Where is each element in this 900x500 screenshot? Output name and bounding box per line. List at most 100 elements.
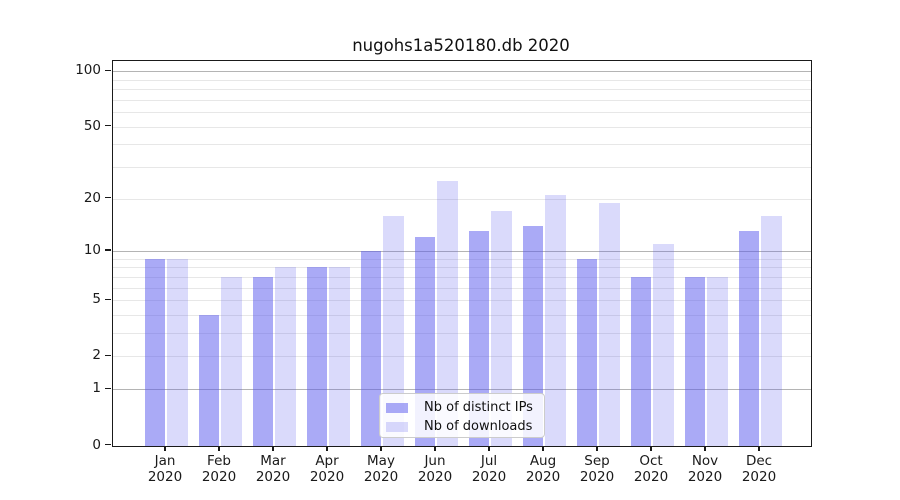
bar-distinct-ips: [522, 225, 543, 446]
x-tick: [218, 445, 220, 452]
y-tick-label: 1: [92, 380, 101, 397]
x-tick-label: May 2020: [351, 453, 411, 485]
x-tick-label: Feb 2020: [189, 453, 249, 485]
legend-item-label: Nb of downloads: [424, 419, 533, 434]
legend-item: Nb of downloads: [386, 417, 544, 436]
x-tick: [326, 445, 328, 452]
x-tick-year: 2020: [471, 469, 507, 485]
x-tick-year: 2020: [687, 469, 723, 485]
x-tick-year: 2020: [633, 469, 669, 485]
legend-swatch-icon: [386, 421, 408, 432]
bar-distinct-ips: [144, 258, 165, 446]
bar-downloads: [491, 211, 512, 446]
bar-downloads: [707, 276, 728, 446]
bar-distinct-ips: [468, 231, 489, 446]
bar-distinct-ips: [738, 231, 759, 446]
bar-distinct-ips: [306, 267, 327, 446]
x-tick-month: Jun: [424, 453, 446, 469]
bar-downloads: [653, 243, 674, 446]
gridline-minor: [113, 356, 811, 358]
x-tick-label: Dec 2020: [729, 453, 789, 485]
bar-distinct-ips: [198, 314, 219, 446]
bar-downloads: [167, 258, 188, 446]
x-tick: [164, 445, 166, 452]
x-tick-year: 2020: [201, 469, 237, 485]
bar-downloads: [437, 181, 458, 446]
y-tick: [104, 249, 111, 251]
y-tick-label: 2: [92, 347, 101, 364]
x-tick-month: Oct: [639, 453, 663, 469]
x-tick-month: Aug: [529, 453, 557, 469]
gridline-minor: [113, 314, 811, 316]
x-tick-year: 2020: [579, 469, 615, 485]
gridline-minor: [113, 198, 811, 200]
gridline-minor: [113, 333, 811, 334]
bar-downloads: [545, 194, 566, 446]
x-tick-year: 2020: [417, 469, 453, 485]
y-tick: [104, 354, 111, 356]
y-tick: [104, 124, 111, 127]
x-tick-month: Feb: [207, 453, 231, 469]
x-tick: [704, 445, 706, 452]
x-tick-label: Sep 2020: [567, 453, 627, 485]
y-tick-label: 0: [92, 436, 101, 453]
y-tick: [104, 196, 111, 199]
gridline-minor: [113, 99, 811, 101]
bar-distinct-ips: [684, 276, 705, 446]
gridline-major: [113, 251, 811, 252]
y-tick: [104, 69, 111, 71]
x-tick: [542, 445, 544, 452]
gridline-minor: [113, 144, 811, 146]
bar-downloads: [275, 267, 296, 446]
x-tick: [488, 445, 490, 452]
gridline-minor: [113, 258, 811, 260]
y-tick: [104, 443, 111, 446]
x-tick: [596, 445, 598, 452]
x-tick: [272, 445, 274, 452]
x-tick-label: Apr 2020: [297, 453, 357, 485]
y-tick-label: 100: [75, 62, 101, 79]
legend: Nb of distinct IPs Nb of downloads: [379, 393, 545, 438]
x-tick: [434, 445, 436, 452]
bar-distinct-ips: [360, 251, 381, 446]
x-tick: [758, 445, 760, 452]
bar-downloads: [599, 202, 620, 446]
x-tick-month: Mar: [260, 453, 286, 469]
x-tick-year: 2020: [741, 469, 777, 485]
bar-distinct-ips: [576, 258, 597, 446]
gridline-minor: [113, 112, 811, 113]
x-tick-label: Jul 2020: [459, 453, 519, 485]
x-tick-month: Jul: [480, 453, 498, 469]
x-tick-label: Jan 2020: [135, 453, 195, 485]
gridline-minor: [113, 267, 811, 269]
gridline-minor: [113, 287, 811, 289]
y-tick-label: 50: [83, 117, 101, 134]
x-tick-year: 2020: [309, 469, 345, 485]
y-tick: [104, 387, 111, 389]
x-tick-year: 2020: [363, 469, 399, 485]
gridline-minor: [113, 276, 811, 278]
gridline-major: [113, 389, 811, 391]
x-tick-label: Nov 2020: [675, 453, 735, 485]
gridline-minor: [113, 300, 811, 302]
bar-downloads: [329, 267, 350, 446]
chart-title: nugohs1a520180.db 2020: [352, 36, 570, 55]
legend-swatch-icon: [386, 402, 408, 413]
plot-area: Nb of distinct IPs Nb of downloads: [112, 60, 812, 447]
x-tick-month: Nov: [691, 453, 719, 469]
y-tick-label: 20: [83, 189, 101, 206]
bar-distinct-ips: [630, 276, 651, 446]
legend-item-label: Nb of distinct IPs: [424, 400, 533, 415]
x-tick-label: Mar 2020: [243, 453, 303, 485]
y-tick-label: 5: [92, 291, 101, 308]
gridline-minor: [113, 166, 811, 168]
x-tick: [380, 445, 382, 452]
bar-downloads: [761, 215, 782, 446]
x-tick: [650, 445, 652, 452]
gridline-minor: [113, 79, 811, 81]
x-tick-year: 2020: [525, 469, 561, 485]
x-tick-month: Dec: [745, 453, 773, 469]
x-tick-month: Sep: [584, 453, 610, 469]
bar-downloads: [383, 215, 404, 446]
